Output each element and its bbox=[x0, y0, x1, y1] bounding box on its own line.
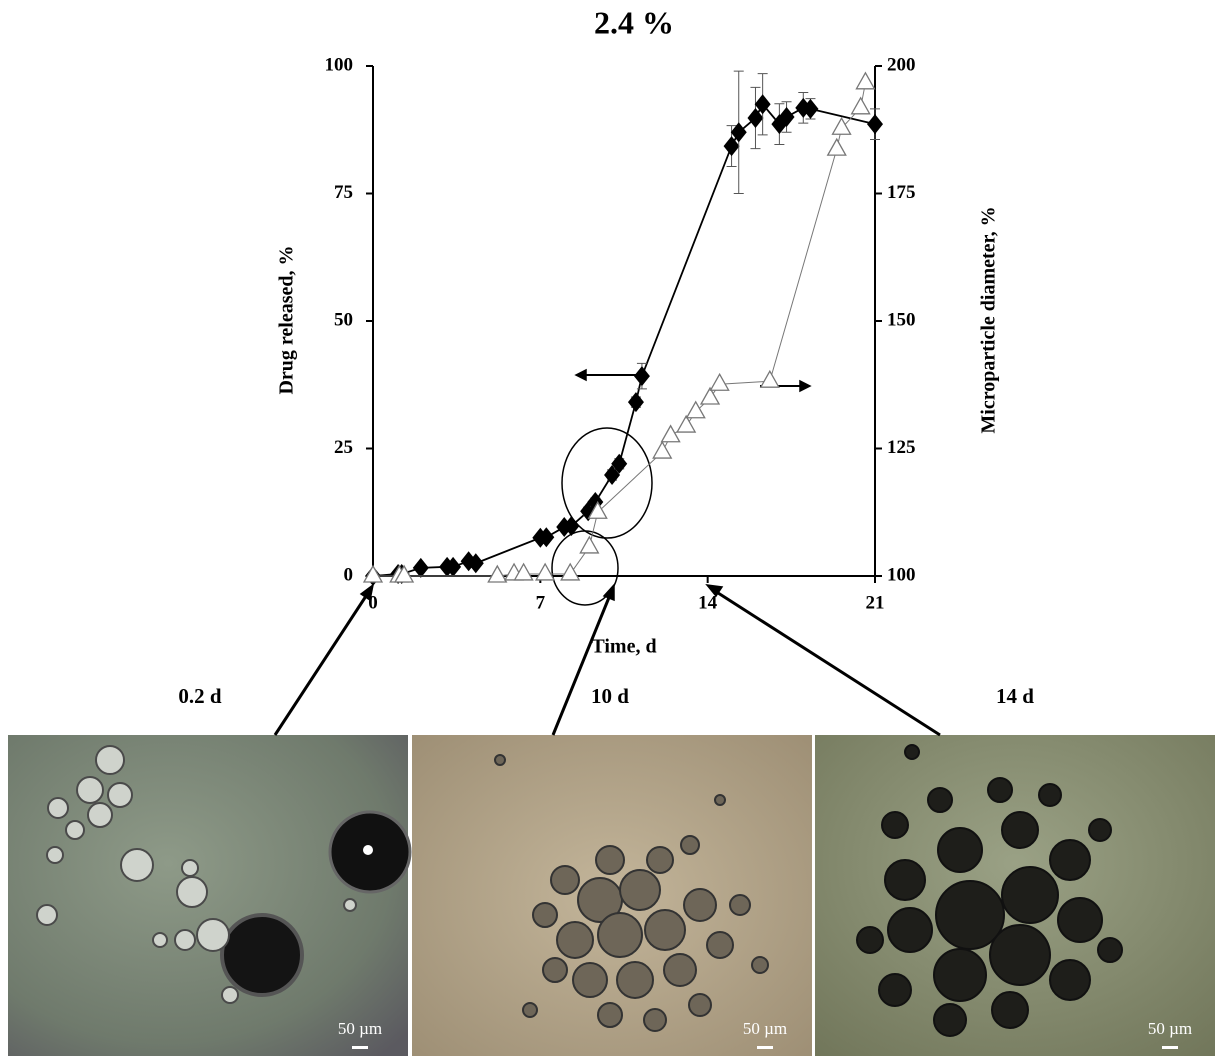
micrograph bbox=[8, 735, 408, 1056]
diamond-marker bbox=[563, 516, 580, 537]
diamond-marker bbox=[445, 556, 462, 577]
diamond-marker bbox=[412, 557, 429, 578]
series-line bbox=[372, 102, 876, 577]
y-tick-label: 0 bbox=[344, 564, 354, 585]
triangle-marker bbox=[855, 71, 876, 90]
micrographs bbox=[8, 735, 1215, 1056]
triangle-marker bbox=[535, 562, 556, 581]
chart-title: 2.4 % bbox=[594, 4, 674, 40]
scale-label: 50 µm bbox=[743, 1019, 787, 1038]
x-tick-label: 21 bbox=[866, 592, 885, 613]
pointer bbox=[273, 592, 370, 736]
highlight-circle bbox=[561, 427, 653, 539]
panel-label: 10 d bbox=[591, 684, 629, 708]
scale-label: 50 µm bbox=[338, 1019, 382, 1038]
series-line bbox=[373, 82, 866, 577]
triangle-marker bbox=[487, 564, 508, 583]
droplets bbox=[36, 745, 357, 1004]
triangle-marker bbox=[560, 562, 581, 581]
triangle-marker bbox=[699, 386, 721, 405]
x-tick-label: 14 bbox=[698, 592, 718, 613]
scale-label: 50 µm bbox=[1148, 1019, 1192, 1038]
diamond-marker bbox=[611, 453, 628, 474]
diamond-marker bbox=[747, 108, 764, 129]
arrowhead bbox=[705, 584, 724, 598]
arrowhead bbox=[602, 583, 615, 602]
diamond-marker bbox=[723, 136, 740, 157]
triangle-marker bbox=[709, 372, 730, 391]
y-tick-label: 75 bbox=[334, 182, 353, 203]
arrowhead bbox=[799, 379, 812, 393]
y-tick-label: 100 bbox=[325, 54, 354, 75]
x-tick-label: 7 bbox=[536, 592, 546, 613]
y2-tick-label: 100 bbox=[887, 564, 916, 585]
highlight-circle bbox=[551, 530, 619, 606]
y-tick-label: 25 bbox=[334, 437, 353, 458]
triangle-marker bbox=[660, 424, 681, 443]
scale-bar bbox=[757, 1046, 773, 1049]
panel-label: 0.2 d bbox=[178, 684, 222, 708]
droplet bbox=[220, 913, 304, 997]
particles bbox=[856, 744, 1123, 1037]
diamond-marker bbox=[633, 366, 650, 387]
triangle-marker bbox=[652, 440, 673, 459]
triangle-marker bbox=[676, 414, 697, 433]
diamond-marker bbox=[467, 553, 484, 574]
y2-tick-label: 150 bbox=[887, 309, 916, 330]
panel-label: 14 d bbox=[996, 684, 1034, 708]
scale-bar bbox=[1162, 1046, 1178, 1049]
triangle-marker bbox=[685, 400, 706, 419]
annotations bbox=[273, 368, 941, 737]
y2-axis-label: Microparticle diameter, % bbox=[978, 206, 1000, 433]
arrowhead bbox=[359, 583, 375, 602]
triangle-marker bbox=[831, 116, 852, 135]
x-axis-label: Time, d bbox=[591, 636, 656, 658]
diamond-marker bbox=[778, 107, 795, 127]
diamond-marker bbox=[604, 465, 621, 486]
diamond-marker bbox=[867, 114, 883, 135]
diamond-marker bbox=[730, 122, 747, 143]
diamond-marker bbox=[627, 392, 644, 413]
y-tick-label: 50 bbox=[334, 309, 353, 330]
triangle-marker bbox=[393, 564, 415, 583]
triangle-marker bbox=[579, 535, 600, 554]
y2-tick-label: 200 bbox=[887, 54, 916, 75]
triangle-marker bbox=[587, 500, 608, 519]
y-axis-label: Drug released, % bbox=[276, 245, 298, 394]
particles bbox=[494, 754, 769, 1032]
diamond-marker bbox=[538, 527, 555, 548]
triangle-marker bbox=[850, 96, 871, 115]
scale-bar bbox=[352, 1046, 368, 1049]
glint bbox=[363, 845, 373, 855]
arrowhead bbox=[574, 368, 587, 382]
diamond-marker bbox=[754, 94, 771, 115]
pointer bbox=[551, 594, 612, 736]
y2-tick-label: 125 bbox=[887, 437, 916, 458]
triangle-marker bbox=[513, 562, 534, 581]
y2-tick-label: 175 bbox=[887, 182, 916, 203]
diamond-marker bbox=[802, 98, 819, 119]
pointer bbox=[714, 589, 941, 737]
triangle-marker bbox=[826, 137, 847, 156]
triangle-marker bbox=[362, 564, 384, 583]
triangle-marker bbox=[759, 369, 780, 388]
x-tick-label: 0 bbox=[368, 592, 378, 613]
